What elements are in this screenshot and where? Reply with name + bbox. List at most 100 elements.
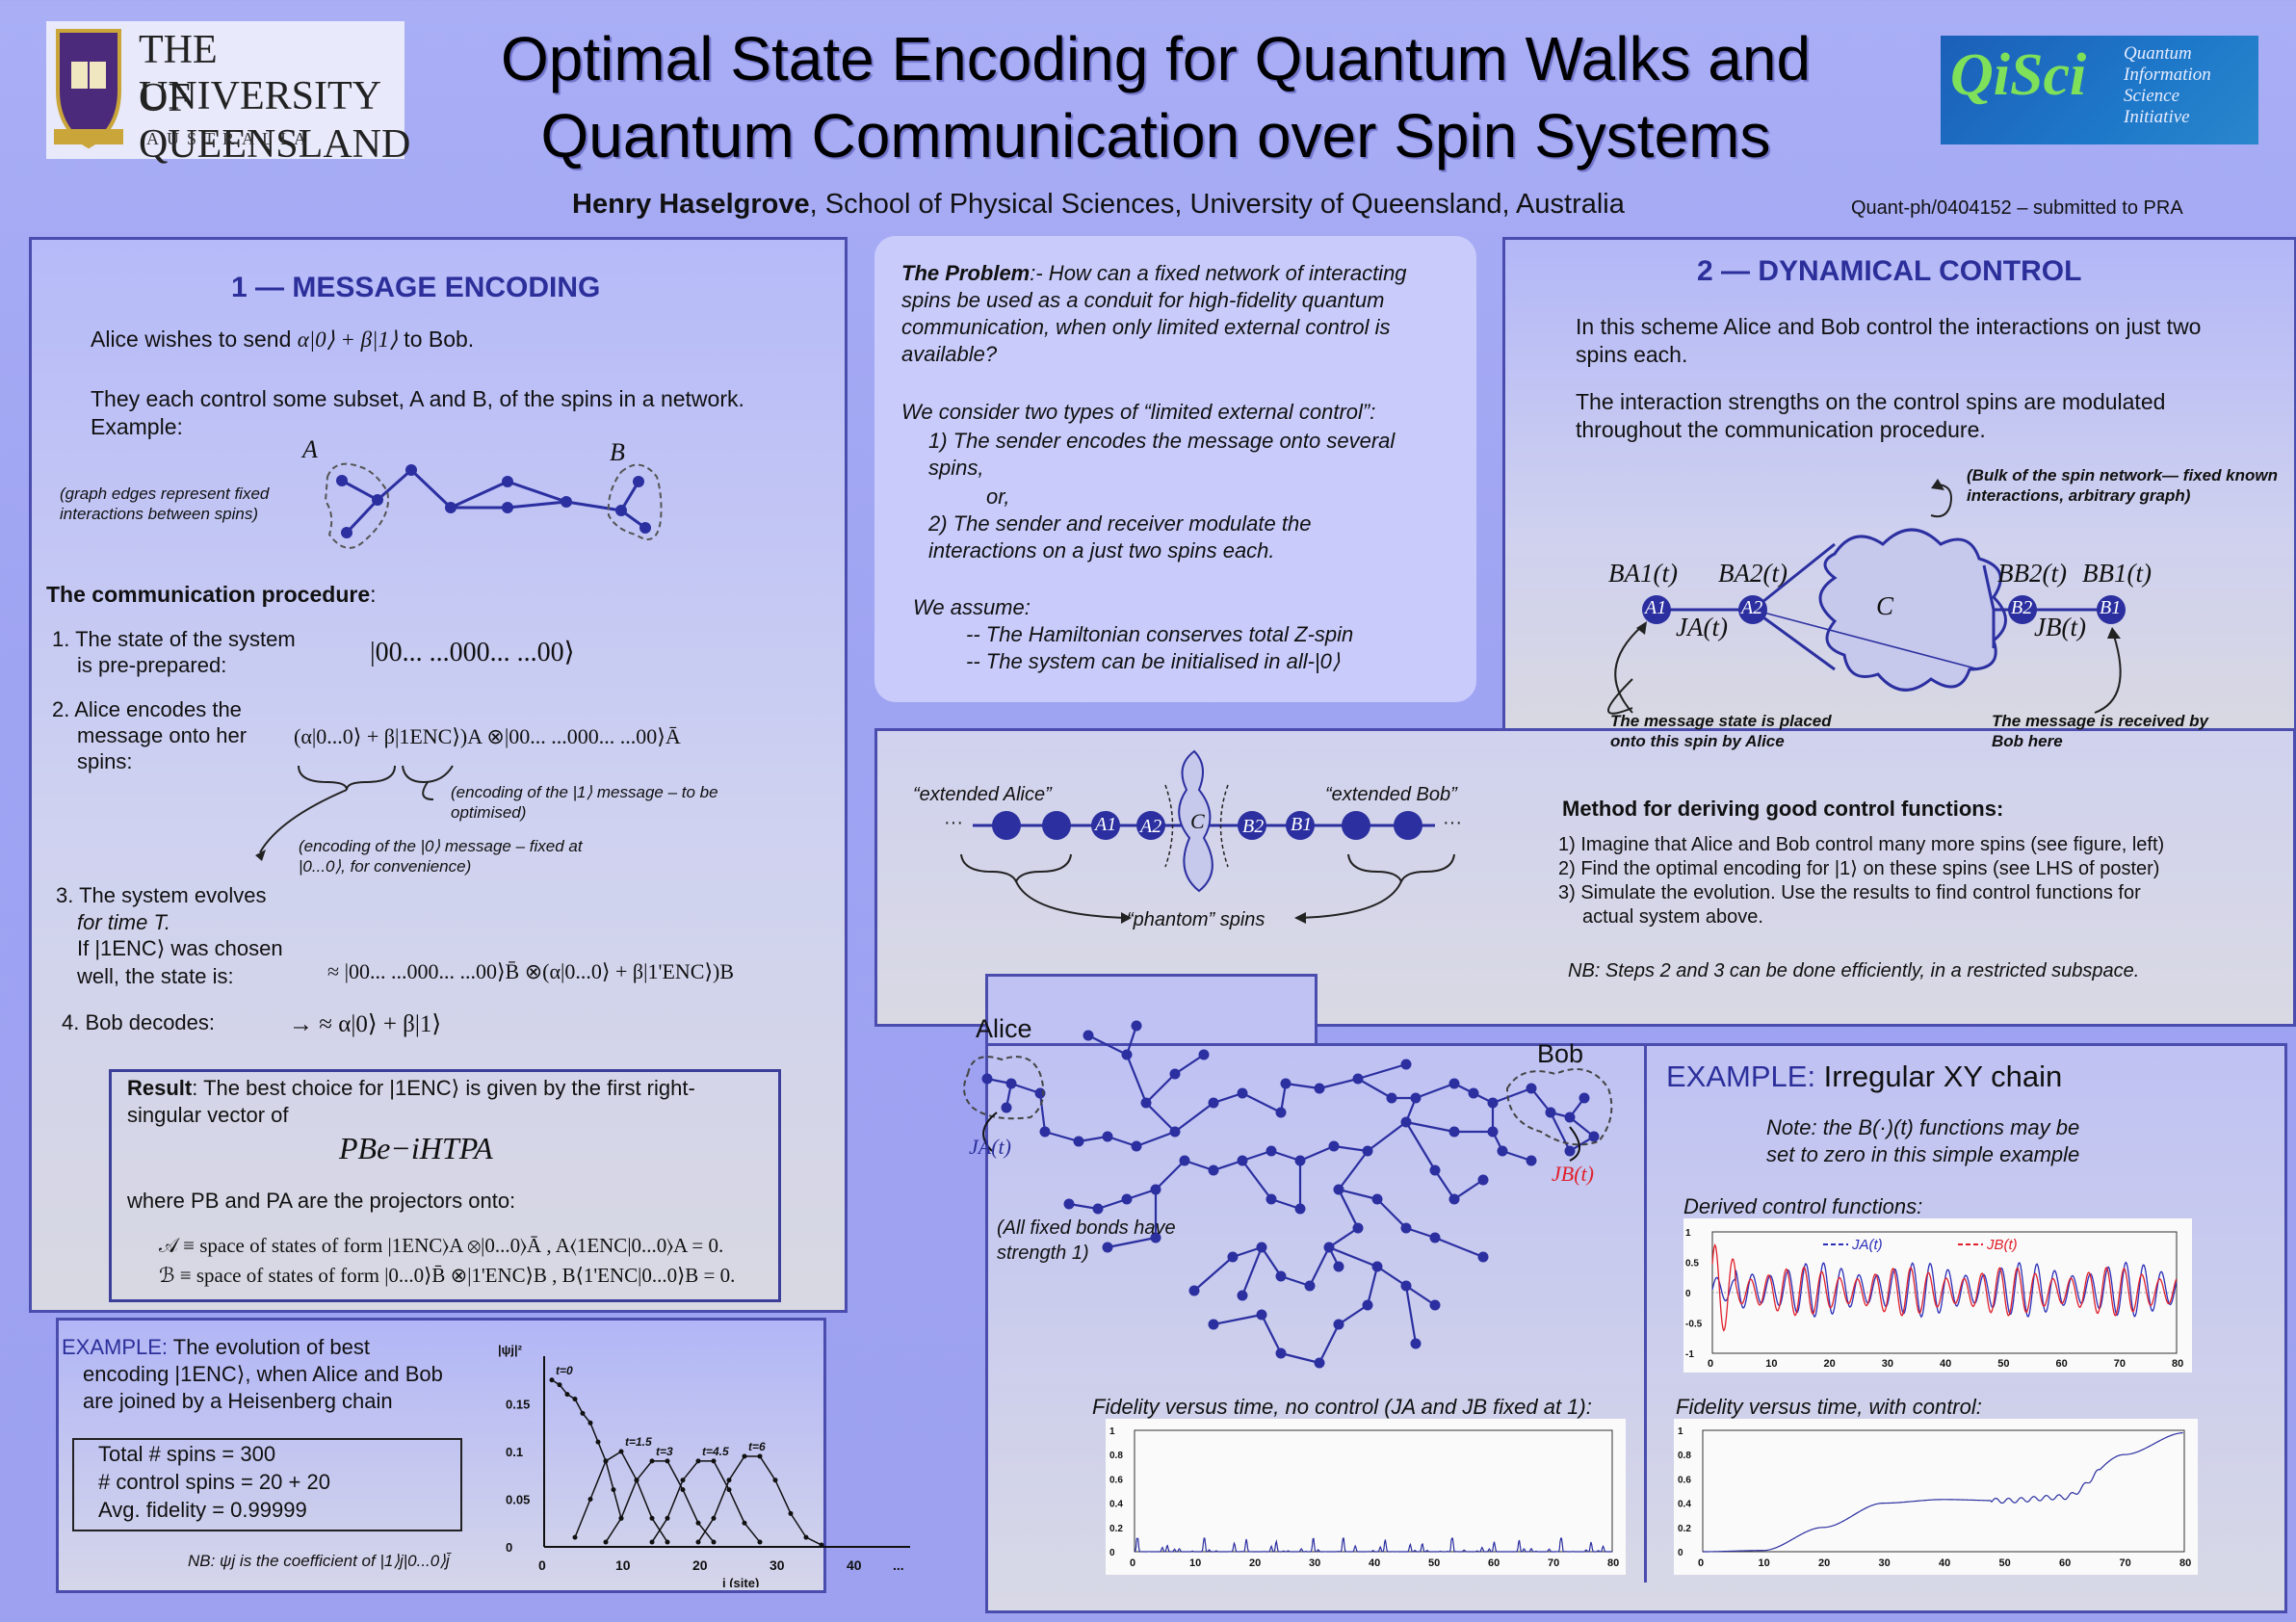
data-point xyxy=(742,1453,747,1459)
data-point xyxy=(757,1539,763,1545)
fid-no-control-label: Fidelity versus time, no control (JA and… xyxy=(1092,1395,1592,1419)
graph-node xyxy=(1294,1203,1306,1215)
graph-edge xyxy=(1328,1227,1359,1248)
stat-control-spins: # control spins = 20 + 20 xyxy=(98,1470,330,1494)
y-tick-label: 1 xyxy=(1109,1426,1115,1437)
step4-math: → ≈ α|0⟩ + β|1⟩ xyxy=(289,1011,442,1037)
xy-example-title: EXAMPLE: Irregular XY chain xyxy=(1666,1060,2063,1093)
x-tick-label: 40 xyxy=(847,1557,862,1573)
y-tick-label: 0 xyxy=(506,1540,512,1555)
graph-node xyxy=(1150,1232,1161,1243)
graph-edge xyxy=(1366,1266,1379,1306)
fidelity-line xyxy=(1134,1537,1612,1553)
extended-bob-label: “extended Bob” xyxy=(1325,784,1457,805)
series-label: t=0 xyxy=(556,1364,573,1377)
graph-node xyxy=(1323,1242,1335,1253)
graph-node xyxy=(1102,1242,1113,1253)
svg-text:···: ··· xyxy=(944,812,963,833)
x-tick-label: 40 xyxy=(1940,1358,1951,1370)
xy-note-b: set to zero in this simple example xyxy=(1766,1142,2080,1166)
graph-node xyxy=(1169,1068,1181,1080)
data-point xyxy=(711,1515,717,1521)
graph-node xyxy=(1121,1193,1133,1205)
data-point xyxy=(742,1520,747,1526)
graph-edge xyxy=(1038,1092,1047,1133)
data-point xyxy=(757,1453,763,1459)
step3-d: well, the state is: xyxy=(77,964,234,988)
xy-example-frame xyxy=(1644,1043,2225,1583)
method-1: 1) Imagine that Alice and Bob control ma… xyxy=(1558,834,2165,855)
fid-control-label: Fidelity versus time, with control: xyxy=(1676,1395,1982,1419)
graph-node xyxy=(1448,1193,1460,1205)
graph-node xyxy=(1188,1285,1200,1296)
graph-node xyxy=(1429,1164,1441,1176)
graph-node xyxy=(1256,1242,1267,1253)
y-tick-label: 0.6 xyxy=(1109,1475,1123,1485)
y-axis-label: |ψj|² xyxy=(498,1343,523,1357)
graph-node xyxy=(1362,1299,1373,1311)
graph-node xyxy=(1280,1078,1292,1089)
data-point xyxy=(665,1515,670,1521)
graph-edge xyxy=(1155,1160,1186,1190)
y-tick-label: 0 xyxy=(1678,1548,1683,1558)
step3-math: ≈ |00... ...000... ...00⟩B̄ ⊗(α|0...0⟩ +… xyxy=(327,959,735,983)
y-tick-label: 0 xyxy=(1109,1548,1115,1558)
graph-edge xyxy=(1174,1054,1205,1075)
x-tick-label: 10 xyxy=(1759,1557,1770,1569)
graph-edge xyxy=(1309,1246,1330,1287)
graph-node xyxy=(1198,1049,1210,1060)
data-point xyxy=(680,1487,686,1493)
x-tick-label: 0 xyxy=(1698,1557,1704,1569)
label-bb1: BB1(t) xyxy=(2082,559,2152,588)
x-tick-label: ... xyxy=(893,1557,904,1573)
x-tick-label: 80 xyxy=(2179,1557,2191,1569)
graph-node xyxy=(1131,1020,1142,1032)
graph-node xyxy=(1410,1092,1422,1104)
graph-edge xyxy=(1415,1082,1455,1100)
step3-c: If |1ENC⟩ was chosen xyxy=(77,936,283,960)
graph-edge xyxy=(1338,1188,1378,1201)
problem-text: The Problem:- How can a fixed network of… xyxy=(901,261,1407,366)
control-series-line xyxy=(1711,1243,2178,1332)
graph-edge xyxy=(1318,1323,1340,1364)
method-3a: 3) Simulate the evolution. Use the resul… xyxy=(1558,882,2141,903)
label-ja: JA(t) xyxy=(1676,613,1728,641)
graph-edge xyxy=(1241,1092,1282,1113)
graph-node xyxy=(1400,1116,1412,1128)
graph-node xyxy=(981,1073,993,1085)
graph-node xyxy=(1588,1131,1600,1142)
control-scheme-diagram xyxy=(1607,479,2126,715)
x-tick-label: 70 xyxy=(2114,1358,2126,1370)
graph-edge xyxy=(1367,1121,1407,1152)
graph-edge xyxy=(1492,1086,1532,1105)
ext-label-b1: B1 xyxy=(1291,814,1313,835)
graph-node xyxy=(1477,1251,1489,1263)
y-tick-label: -1 xyxy=(1685,1349,1694,1360)
label-ba2: BA2(t) xyxy=(1718,559,1787,588)
xy-jb-label: JB(t) xyxy=(1552,1162,1594,1186)
graph-edge xyxy=(1125,1054,1148,1104)
graph-node xyxy=(1092,1203,1104,1215)
graph-node xyxy=(1352,1222,1364,1234)
problem-panel xyxy=(874,236,1476,702)
graph-node xyxy=(1001,1102,1012,1113)
graph-edge xyxy=(1405,1285,1436,1306)
graph-node xyxy=(1237,1087,1248,1099)
stat-total-spins: Total # spins = 300 xyxy=(98,1442,276,1466)
result-text: Result: The best choice for |1ENC⟩ is gi… xyxy=(127,1076,695,1127)
graph-edge xyxy=(1338,1150,1369,1190)
graph-node xyxy=(1063,1198,1075,1210)
graph-node xyxy=(1333,1184,1344,1195)
data-point xyxy=(618,1449,624,1454)
option2: 2) The sender and receiver modulate the … xyxy=(928,511,1312,562)
plot-frame xyxy=(1134,1429,1613,1553)
example1-nb: NB: ψj is the coefficient of |1⟩j|0...0⟩… xyxy=(188,1552,450,1570)
fid-no-control-box xyxy=(1106,1419,1626,1575)
data-point xyxy=(726,1487,732,1493)
graph-node xyxy=(1227,1251,1239,1263)
fidelity-no-control-chart: 0 10 20 30 40 50 60 70 80 0 0.2 0.4 0.6 0.8 1 xyxy=(1109,1426,1619,1569)
step1-a: 1. The state of the system xyxy=(52,627,296,651)
ext-label-b2: B2 xyxy=(1242,816,1265,837)
data-point xyxy=(772,1478,778,1483)
x-tick-label: 70 xyxy=(1548,1557,1559,1569)
